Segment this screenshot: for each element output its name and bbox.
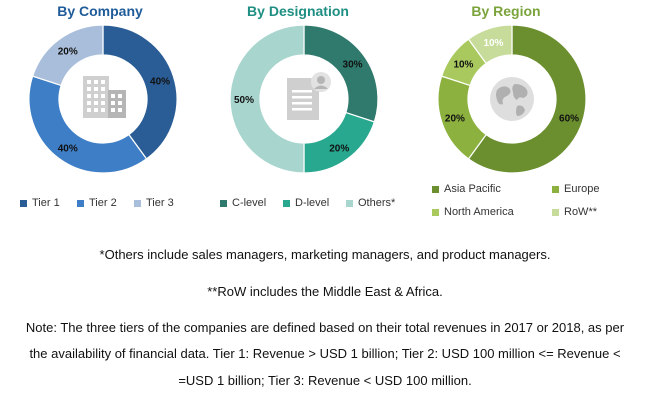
legend-swatch [432,185,439,193]
slice-label-d-level: 20% [329,144,349,155]
legend-swatch [20,199,27,207]
legend-swatch [77,199,84,207]
legend-item-tier-3: Tier 3 [134,197,174,209]
slice-tier-1 [102,24,178,160]
legend-item-row: RoW** [552,206,597,218]
legend-item-north-america: North America [432,206,514,218]
legend-label: North America [444,206,514,218]
legend-label: Others* [358,197,396,209]
chart-title-region: By Region [471,3,541,19]
slice-label-north-america: 10% [453,60,473,71]
legend-item-tier-2: Tier 2 [77,197,117,209]
footnote-tiers-3: =USD 1 billion; Tier 3: Revenue < USD 10… [178,373,472,388]
legend-company: Tier 1 Tier 2 Tier 3 [20,197,190,237]
chart-title-designation: By Designation [247,3,349,19]
slice-label-row: 10% [483,38,503,49]
legend-item-others: Others* [346,197,395,209]
building-icon [83,76,126,118]
legend-label: Tier 2 [89,197,117,209]
footnote-row: **RoW includes the Middle East & Africa. [207,284,443,299]
legend-swatch [432,208,439,216]
slice-label-tier-3: 20% [58,46,78,57]
legend-label: Europe [564,183,600,195]
legend-label: Tier 3 [146,197,174,209]
footnote-tiers-1: Note: The three tiers of the companies a… [25,320,625,335]
legend-label: Asia Pacific [444,183,501,195]
footnote-tiers-2: the availability of financial data. Tier… [29,346,621,361]
document-user-icon [287,72,331,120]
slice-tier-2 [28,75,148,174]
slice-tier-3 [31,24,104,87]
donut-chart-designation: 30% 20% 50% [229,24,379,174]
legend-item-asia-pacific: Asia Pacific [432,183,501,195]
legend-swatch [220,199,227,207]
globe-icon [490,77,534,121]
slice-label-europe: 20% [445,114,465,125]
legend-region: Asia Pacific Europe North America RoW** [432,183,647,228]
legend-label: RoW** [564,206,598,218]
slice-others [229,24,305,174]
slice-label-c-level: 30% [343,60,363,71]
legend-designation: C-level D-level Others* [220,197,420,237]
legend-item-tier-1: Tier 1 [20,197,60,209]
slice-label-others: 50% [234,95,254,106]
legend-swatch [134,199,141,207]
charts-area: By Company 40% 40% 20% Tier 1 Tier 2 Tier 3 … [20,3,647,228]
slice-label-asia-pacific: 60% [559,114,579,125]
slice-row [467,24,513,65]
legend-swatch [552,185,559,193]
slice-asia-pacific [467,24,587,174]
legend-item-d-level: D-level [283,197,329,209]
slice-label-tier-2: 40% [58,144,78,155]
legend-swatch [346,199,353,207]
footnote-others: *Others include sales managers, marketin… [99,247,551,262]
chart-title-company: By Company [57,3,143,19]
legend-label: C-level [232,197,267,209]
legend-label: D-level [295,197,330,209]
legend-swatch [283,199,290,207]
donut-chart-region: 60% 20% 10% 10% [437,24,587,174]
slice-label-tier-1: 40% [150,76,170,87]
legend-item-europe: Europe [552,183,599,195]
legend-label: Tier 1 [32,197,60,209]
donut-chart-company: 40% 40% 20% [28,24,178,174]
legend-item-c-level: C-level [220,197,266,209]
legend-swatch [552,208,559,216]
